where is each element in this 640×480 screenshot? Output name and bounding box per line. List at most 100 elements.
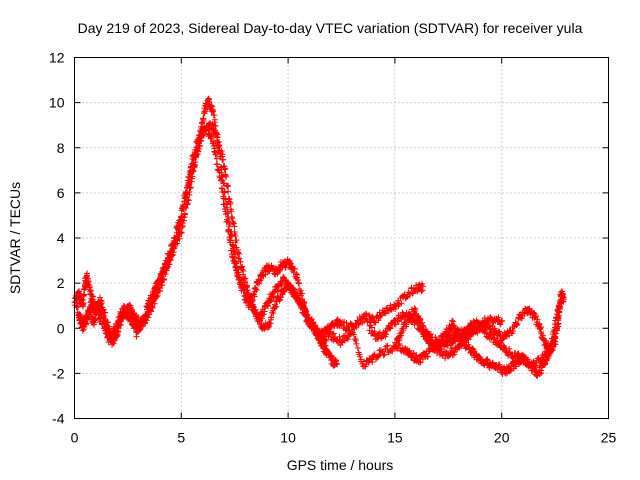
data-point: [295, 279, 302, 286]
data-point: [85, 278, 92, 285]
data-point: [173, 234, 180, 241]
y-axis-label: SDTVAR / TECUs: [7, 182, 23, 294]
data-point: [368, 324, 375, 331]
data-point: [157, 285, 164, 292]
data-point: [223, 182, 230, 189]
data-point: [91, 319, 98, 326]
data-point: [513, 322, 520, 329]
data-point: [253, 286, 260, 293]
data-points: [71, 95, 567, 379]
data-point: [429, 338, 436, 345]
y-tick-label: 0: [57, 320, 65, 336]
data-point: [417, 323, 424, 330]
data-point: [365, 312, 372, 319]
data-point: [322, 349, 329, 356]
data-point: [96, 309, 103, 316]
data-point: [219, 189, 226, 196]
data-point: [555, 313, 562, 320]
data-point: [191, 163, 198, 170]
data-point: [403, 321, 410, 328]
data-point: [211, 145, 218, 152]
data-point: [454, 326, 461, 333]
data-point: [244, 287, 251, 294]
data-point: [400, 327, 407, 334]
data-point: [418, 288, 425, 295]
data-point: [232, 233, 239, 240]
data-point: [194, 151, 201, 158]
data-point: [395, 318, 402, 325]
data-point: [243, 283, 250, 290]
data-point: [220, 193, 227, 200]
data-point: [398, 315, 405, 322]
data-point: [369, 315, 376, 322]
data-point: [214, 161, 221, 168]
data-point: [510, 328, 517, 335]
data-point: [420, 283, 427, 290]
data-point: [145, 314, 152, 321]
data-point: [242, 275, 249, 282]
data-point: [84, 317, 91, 324]
data-point: [330, 330, 337, 337]
data-point: [200, 116, 207, 123]
data-point: [90, 301, 97, 308]
data-point: [196, 142, 203, 149]
data-point: [270, 289, 277, 296]
data-point: [435, 347, 442, 354]
data-point: [369, 314, 376, 321]
data-point: [262, 271, 269, 278]
data-point: [350, 331, 357, 338]
data-point: [355, 321, 362, 328]
x-tick-label: 5: [177, 430, 185, 446]
data-point: [226, 234, 233, 241]
data-point: [228, 247, 235, 254]
data-point: [218, 185, 225, 192]
data-point: [325, 333, 332, 340]
data-point: [421, 329, 428, 336]
data-point: [353, 340, 360, 347]
data-point: [552, 341, 559, 348]
data-point: [219, 151, 226, 158]
y-tick-label: -2: [52, 365, 65, 381]
data-point: [295, 294, 302, 301]
data-point: [280, 288, 287, 295]
x-tick-labels: 0 5 10 15 20 25: [71, 430, 617, 446]
x-tick-label: 15: [387, 430, 403, 446]
data-point: [322, 336, 329, 343]
y-tick-label: 6: [57, 185, 65, 201]
data-point: [556, 304, 563, 311]
data-point: [416, 359, 423, 366]
data-point: [532, 313, 539, 320]
data-point: [484, 329, 491, 336]
data-point: [112, 330, 119, 337]
data-point: [309, 320, 316, 327]
data-point: [75, 304, 82, 311]
data-point: [424, 353, 431, 360]
data-point: [484, 356, 491, 363]
plot-frame: [74, 57, 609, 419]
data-point: [225, 183, 232, 190]
data-point: [543, 340, 550, 347]
x-axis-label: GPS time / hours: [287, 457, 394, 473]
data-point: [220, 156, 227, 163]
data-point: [287, 260, 294, 267]
data-point: [183, 193, 190, 200]
data-point: [103, 326, 110, 333]
data-point: [496, 338, 503, 345]
data-point: [231, 229, 238, 236]
data-point: [208, 133, 215, 140]
data-point: [223, 173, 230, 180]
data-point: [432, 334, 439, 341]
data-point: [213, 155, 220, 162]
data-point: [427, 331, 434, 338]
data-point: [538, 329, 545, 336]
data-point: [301, 311, 308, 318]
data-point: [489, 359, 496, 366]
data-point: [495, 316, 502, 323]
data-point: [291, 286, 298, 293]
data-point: [415, 319, 422, 326]
data-point: [248, 297, 255, 304]
data-point: [534, 316, 541, 323]
data-point: [158, 272, 165, 279]
data-point: [277, 294, 284, 301]
